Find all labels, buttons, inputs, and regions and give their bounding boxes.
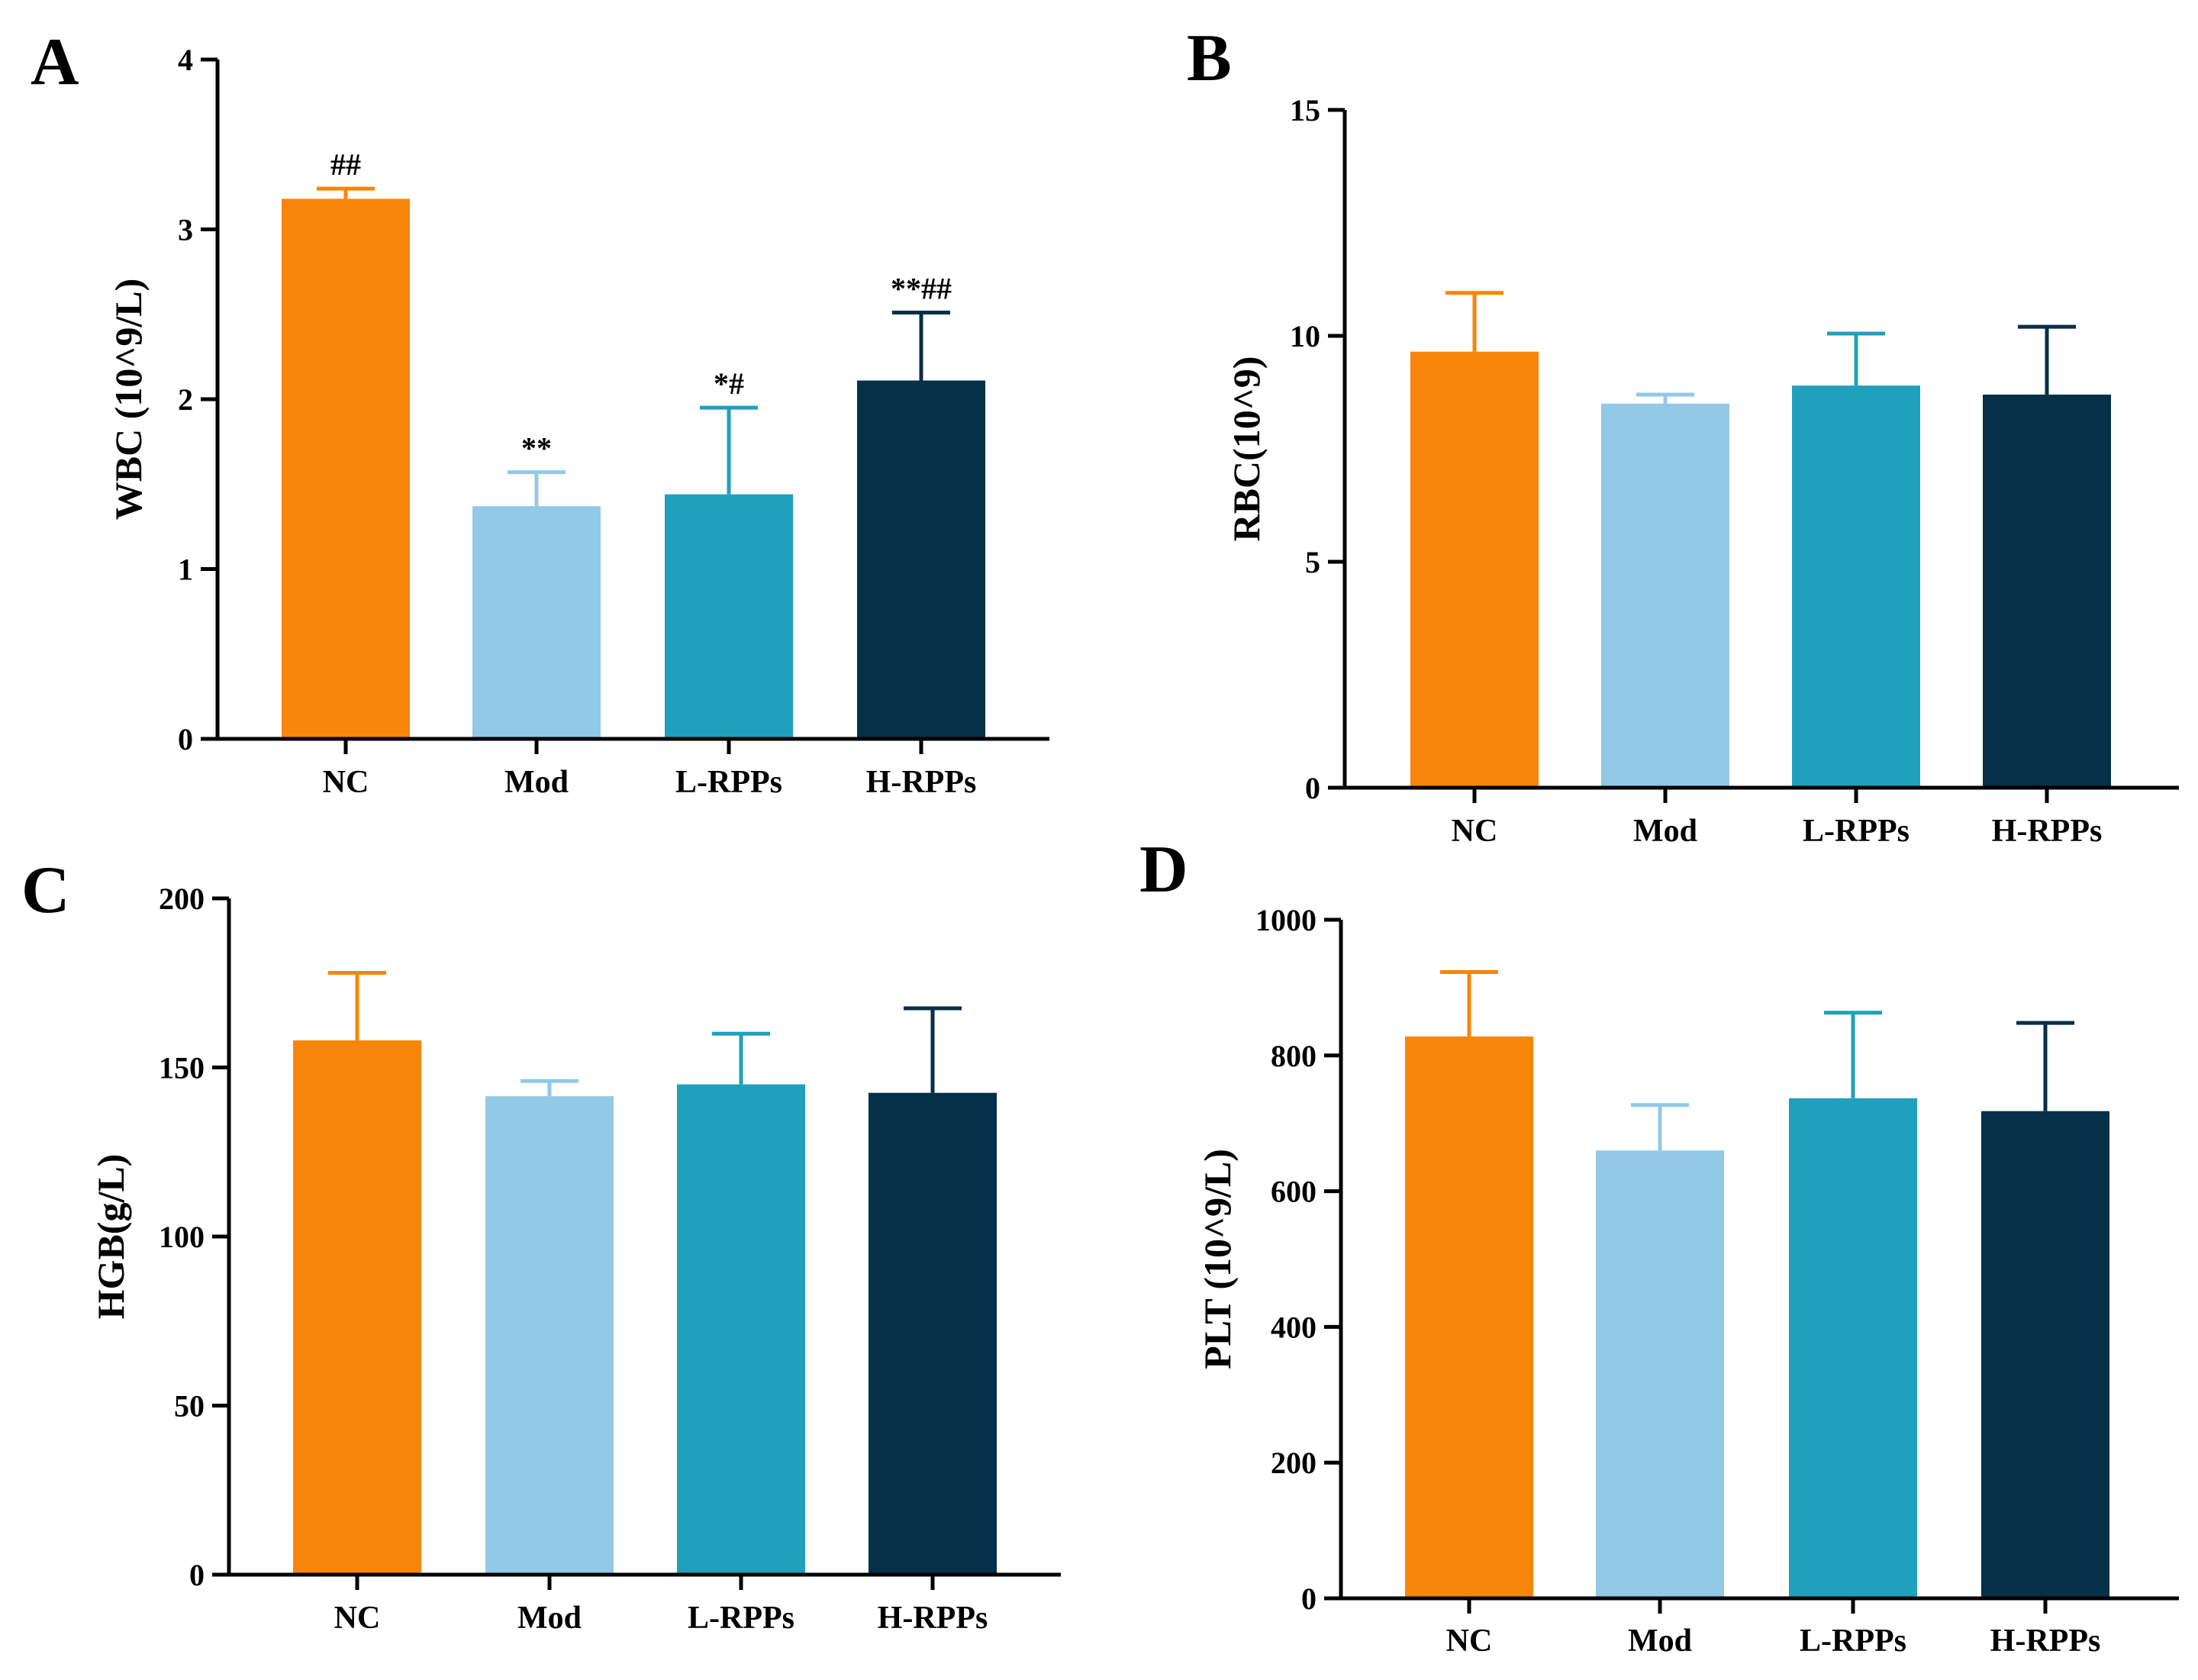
y-tick-label: 0 [1305,771,1320,805]
category-label: H-RPPs [1992,814,2103,849]
category-label: L-RPPs [688,1601,794,1636]
y-tick-label: 10 [1290,319,1320,353]
bar [1601,403,1729,788]
category-label: NC [1452,814,1498,849]
bar [1596,1150,1724,1598]
y-axis-label: PLT (10^9/L) [1196,1149,1239,1369]
y-tick-label: 400 [1271,1310,1317,1344]
category-label: Mod [517,1601,582,1636]
category-label: H-RPPs [866,765,977,800]
bar [1983,394,2111,788]
category-label: H-RPPs [878,1601,988,1636]
category-label: NC [323,765,369,800]
significance-label: **## [891,272,952,306]
y-tick-label: 5 [1305,545,1320,579]
bar [1789,1098,1917,1598]
panel-letter: C [21,853,70,927]
panel-c: C NC Mod L-RPPs H-RPPs 0 50 100 150 200 HGB(g/L) [21,853,1061,1636]
y-tick-label: 800 [1271,1039,1317,1073]
panel-d: D NC Mod L-RPPs H-RPPs 0 200 400 600 800 1000 PLT (… [1139,833,2179,1659]
y-tick-label: 0 [178,722,193,756]
significance-label: ## [330,147,361,182]
panel-a: A ## NC ** Mod *# L-RPPs **## H-RPPs 0 1 2 3 4 WBC (10… [31,25,1049,800]
category-label: L-RPPs [1803,814,1910,849]
bar [485,1096,614,1575]
category-label: Mod [1628,1624,1692,1659]
y-axis-label: WBC (10^9/L) [107,279,150,521]
bar [857,380,985,739]
y-tick-label: 2 [178,382,193,417]
y-tick-label: 0 [189,1558,205,1592]
bar [293,1040,421,1575]
bar [869,1092,997,1575]
bar [677,1084,805,1575]
bar [1981,1111,2109,1598]
bar [472,506,601,739]
y-tick-label: 0 [1301,1582,1317,1616]
category-label: Mod [1633,814,1697,849]
y-tick-label: 1000 [1255,903,1317,937]
bar [1410,351,1539,788]
category-label: NC [334,1601,381,1636]
y-tick-label: 50 [174,1389,205,1424]
category-label: Mod [504,765,569,800]
y-tick-label: 3 [178,213,193,247]
y-tick-label: 15 [1290,93,1320,127]
y-tick-label: 600 [1271,1175,1317,1209]
category-label: L-RPPs [675,765,782,800]
bar [1792,385,1920,788]
y-tick-label: 200 [159,882,205,916]
y-tick-label: 150 [159,1051,205,1085]
y-tick-label: 100 [159,1220,205,1254]
panel-letter: D [1139,833,1188,907]
panel-b: B NC Mod L-RPPs H-RPPs 0 5 10 15 RBC(10^9) [1187,21,2179,849]
category-label: L-RPPs [1800,1624,1906,1659]
bar [665,494,793,739]
panel-letter: A [31,25,79,99]
bar [1405,1036,1533,1598]
y-tick-label: 200 [1271,1446,1317,1480]
y-tick-label: 4 [178,43,193,77]
category-label: H-RPPs [1990,1624,2101,1659]
y-axis-label: HGB(g/L) [89,1154,132,1320]
bar [282,198,410,739]
y-tick-label: 1 [178,553,193,587]
significance-label: *# [714,366,744,401]
panel-letter: B [1187,21,1232,95]
significance-label: ** [521,431,552,466]
category-label: NC [1446,1624,1493,1659]
y-axis-label: RBC(10^9) [1225,356,1268,542]
